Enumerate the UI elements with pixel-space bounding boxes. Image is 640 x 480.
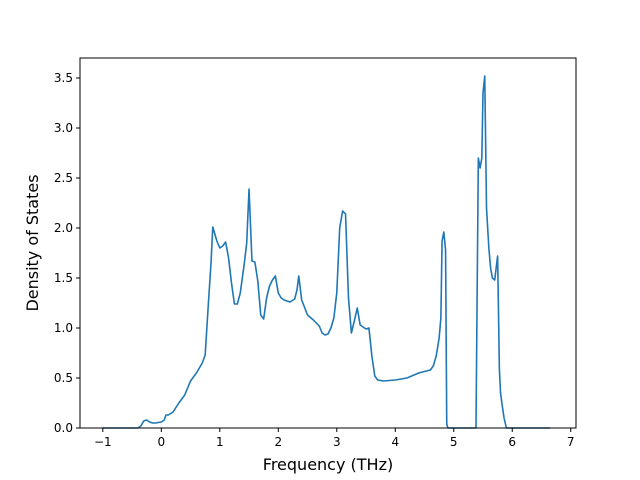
y-tick-label: 3.5: [54, 71, 73, 85]
x-axis-title: Frequency (THz): [263, 455, 393, 474]
plot-frame: [79, 57, 577, 429]
x-tick-label: 4: [391, 435, 399, 449]
y-tick-label: 0.5: [54, 371, 73, 385]
x-tick-label: 2: [274, 435, 282, 449]
y-tick-label: 2.0: [54, 221, 73, 235]
x-tick-label: 7: [567, 435, 575, 449]
x-tick-label: 0: [157, 435, 165, 449]
y-tick-label: 1.5: [54, 271, 73, 285]
y-tick-label: 2.5: [54, 171, 73, 185]
y-tick-label: 0.0: [54, 421, 73, 435]
dos-series-line-0: [102, 75, 551, 429]
x-tick-label: 1: [216, 435, 224, 449]
x-tick-label: 5: [450, 435, 458, 449]
x-tick-label: 3: [333, 435, 341, 449]
y-tick-label: 1.0: [54, 321, 73, 335]
y-axis-title: Density of States: [23, 174, 42, 311]
x-axis-ticks: −1 0 1 2 3 4 5 6 7: [94, 428, 575, 449]
series-layer: [102, 75, 551, 429]
y-axis-ticks: 0.0 0.5 1.0 1.5 2.0 2.5 3.0 3.5: [54, 71, 80, 435]
x-tick-label: 6: [508, 435, 516, 449]
y-tick-label: 3.0: [54, 121, 73, 135]
x-tick-label: −1: [94, 435, 112, 449]
